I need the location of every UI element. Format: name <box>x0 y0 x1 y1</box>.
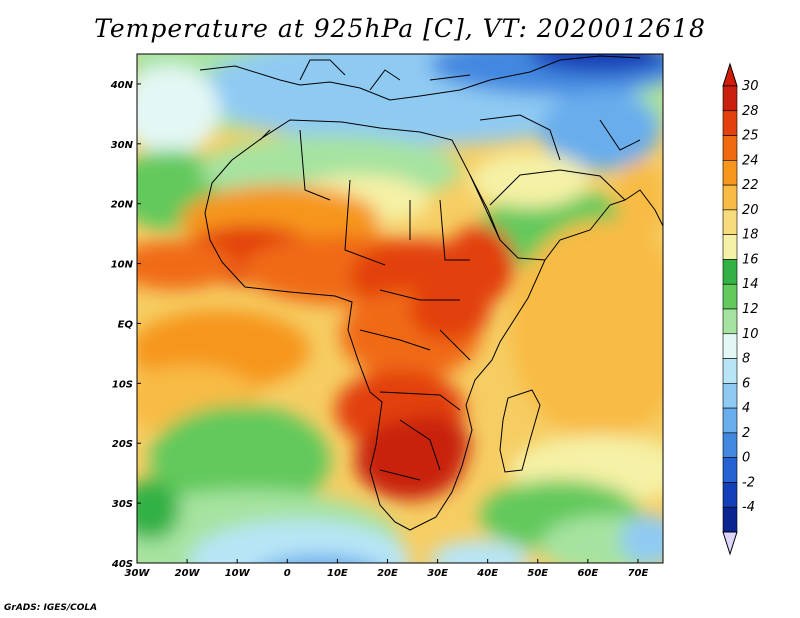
colorbar-label: 4 <box>742 401 750 416</box>
colorbar-swatch <box>722 482 738 508</box>
colorbar-label: -2 <box>742 475 755 490</box>
lat-tick-label: 40N <box>110 80 134 91</box>
temperature-field <box>137 54 663 563</box>
colorbar-swatch <box>722 135 738 161</box>
lon-tick-label: 20W <box>175 568 201 579</box>
colorbar-swatch <box>722 308 738 335</box>
colorbar-label: 12 <box>742 302 759 317</box>
colorbar-label: 0 <box>742 451 750 466</box>
lon-tick-label: 40E <box>476 568 498 579</box>
lon-tick-label: 20E <box>377 568 398 579</box>
lat-tick-label: 30N <box>111 140 134 151</box>
colorbar-swatch <box>722 506 738 533</box>
lat-tick-label: 30S <box>112 499 133 510</box>
colorbar-label: 20 <box>742 203 759 218</box>
lon-tick-label: 70E <box>628 568 649 579</box>
colorbar-swatch <box>722 234 738 260</box>
colorbar-swatch <box>722 110 738 136</box>
lon-tick-label: 10E <box>327 568 348 579</box>
lat-tick-label: 10N <box>111 260 134 271</box>
colorbar-label: 2 <box>742 426 750 441</box>
map-frame <box>136 53 664 564</box>
colorbar-swatch <box>722 407 738 434</box>
lat-tick-label: 40S <box>111 559 133 570</box>
latitude-axis: 40N 30N 20N 10N EQ 10S 20S 30S 40S <box>110 80 141 570</box>
colorbar-swatch <box>722 432 738 458</box>
lat-tick-label: EQ <box>118 319 134 330</box>
colorbar-label: 18 <box>742 228 759 243</box>
lon-tick-label: 60E <box>577 568 598 579</box>
colorbar-label: 10 <box>742 327 759 342</box>
colorbar-label: -4 <box>742 500 755 515</box>
colorbar-swatch <box>722 184 738 211</box>
colorbar-label: 8 <box>742 352 750 367</box>
colorbar-label: 28 <box>742 104 759 119</box>
colorbar-swatch <box>722 259 738 285</box>
lon-tick-label: 10W <box>225 568 251 579</box>
coastline-and-borders <box>199 55 663 531</box>
colorbar-swatch <box>722 209 738 235</box>
lat-tick-label: 10S <box>112 379 133 390</box>
map-title: Temperature at 925hPa [C], VT: 202001261… <box>94 14 706 43</box>
colorbar-label: 24 <box>742 153 759 168</box>
colorbar-swatch <box>722 160 738 186</box>
colorbar-label: 16 <box>742 252 759 267</box>
colorbar-over-arrow <box>722 62 738 87</box>
lat-tick-label: 20N <box>111 200 134 211</box>
colorbar-label: 25 <box>742 129 759 144</box>
grads-credit: GrADS: IGES/COLA <box>4 603 98 613</box>
lon-tick-label: 50E <box>527 568 548 579</box>
colorbar-under-arrow <box>722 531 738 556</box>
colorbar-swatch <box>722 358 738 384</box>
colorbar-swatch <box>722 383 738 409</box>
colorbar-swatch <box>722 85 738 112</box>
lat-tick-label: 20S <box>112 439 133 450</box>
lon-tick-label: 30E <box>427 568 448 579</box>
colorbar-label: 14 <box>742 277 759 292</box>
colorbar-swatch <box>722 283 738 310</box>
colorbar-swatch <box>722 457 738 483</box>
colorbar-swatch <box>722 333 738 359</box>
longitude-axis: 30W 20W 10W 0 10E 20E 30E 40E 50E 60E 70E <box>125 559 649 579</box>
colorbar-label: 6 <box>742 376 750 391</box>
colorbar-label: 22 <box>742 178 759 193</box>
lon-tick-label: 0 <box>284 568 291 579</box>
lon-tick-label: 30W <box>125 568 151 579</box>
colorbar-label: 30 <box>742 79 759 94</box>
